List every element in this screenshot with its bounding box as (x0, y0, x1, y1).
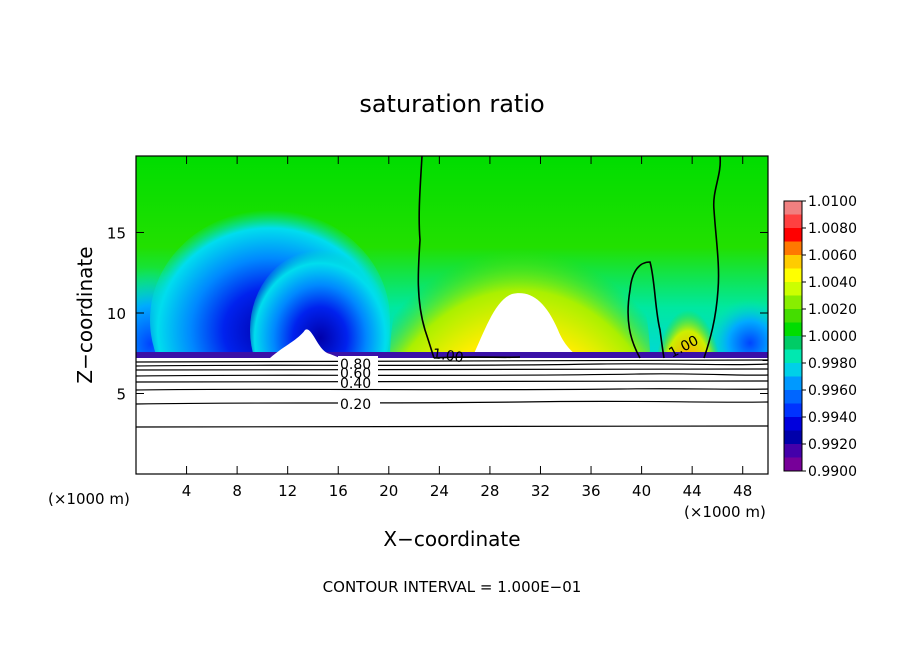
colorbar-swatch (784, 255, 802, 269)
low-region-center2 (250, 250, 390, 358)
colorbar-swatch (784, 417, 802, 431)
x-tick-label: 32 (531, 482, 550, 500)
contour-label-0.40: 0.40 (340, 376, 371, 392)
x-tick-label: 48 (733, 482, 752, 500)
edge-bumps (270, 329, 340, 358)
colorbar-tick-label: 1.0000 (808, 329, 857, 345)
contour-0.60 (135, 368, 769, 371)
x-tick-label: 40 (632, 482, 651, 500)
low-region-right (710, 295, 768, 358)
colorbar-swatch (784, 336, 802, 350)
colorbar-swatch (784, 214, 802, 229)
colorbar-swatch (784, 241, 802, 256)
contour-label-0.60: 0.60 (340, 366, 371, 382)
y-tick-label: 10 (107, 305, 126, 323)
contour-0.30 (135, 388, 769, 391)
x-unit-right: (×1000 m) (684, 503, 766, 521)
contour-0.40 (135, 380, 769, 383)
x-tick-label: 8 (232, 482, 242, 500)
contour-0.70 (135, 363, 769, 367)
colorbar-tick-label: 1.0020 (808, 302, 857, 318)
y-tick-label: 5 (116, 385, 126, 403)
colorbar-swatch (784, 201, 802, 215)
colorbar-swatch (784, 268, 802, 283)
supersaturated-core (472, 293, 580, 358)
plot-area: 1.00 1.00 0.80 0.60 0.40 0.20 4 8 12 16 20 24… (107, 155, 769, 500)
colorbar-tick-label: 0.9960 (808, 383, 857, 399)
colorbar-swatch (784, 363, 802, 377)
contour-label-1.00-left: 1.00 (431, 346, 464, 366)
colorbar-tick-label: 1.0080 (808, 221, 857, 237)
high-region-center (390, 178, 650, 358)
contour-lines (417, 155, 722, 359)
x-tick-label: 12 (278, 482, 297, 500)
colorbar-swatch (784, 376, 802, 391)
x-tick-label: 20 (379, 482, 398, 500)
colorbar-swatch (784, 349, 802, 364)
contour-0.20 (135, 400, 769, 405)
contour-interval-note: CONTOUR INTERVAL = 1.000E−01 (323, 578, 582, 596)
y-ticks: 5 10 15 (107, 224, 768, 403)
contour-0.50 (135, 373, 769, 377)
colorbar-tick-label: 0.9940 (808, 410, 857, 426)
x-tick-label: 36 (581, 482, 600, 500)
colorbar-swatch (784, 322, 802, 337)
colorbar-tick-label: 0.9900 (808, 464, 857, 480)
colorbar-swatch (784, 282, 802, 296)
colorbar-tick-label: 0.9920 (808, 437, 857, 453)
x-tick-label: 4 (182, 482, 192, 500)
x-tick-label: 24 (430, 482, 449, 500)
colorbar-tick-label: 1.0100 (808, 194, 857, 210)
colorbar-tick-label: 1.0060 (808, 248, 857, 264)
bottom-edge (136, 352, 768, 358)
x-tick-label: 16 (329, 482, 348, 500)
y-tick-label: 15 (107, 224, 126, 242)
contour-label-0.20: 0.20 (340, 397, 371, 413)
contour-1.00-left (417, 155, 435, 359)
colorbar-swatch (784, 444, 802, 458)
x-axis-title: X−coordinate (383, 527, 520, 551)
colorbar: 1.0100 1.0080 1.0060 1.0040 1.0020 1.0000 0.99… (783, 194, 857, 480)
x-unit-left: (×1000 m) (48, 490, 130, 508)
x-tick-label: 44 (683, 482, 702, 500)
colorbar-swatch (784, 309, 802, 323)
contour-0.10 (135, 425, 769, 428)
plot-frame (135, 155, 769, 475)
contour-1.00-bottom (433, 356, 521, 359)
y-axis-title: Z−coordinate (73, 246, 97, 383)
contour-1.00-right-b (703, 155, 722, 359)
chart-title: saturation ratio (359, 90, 544, 118)
colorbar-swatch (784, 430, 802, 445)
contour-label-0.80: 0.80 (340, 357, 371, 373)
colorbar-swatch (784, 457, 802, 472)
colorbar-swatch (784, 295, 802, 310)
x-ticks: 4 8 12 16 20 24 28 32 36 40 44 48 (182, 156, 752, 500)
colorbar-tick-label: 0.9980 (808, 356, 857, 372)
lower-region (136, 358, 768, 474)
saturation-field (136, 156, 768, 358)
contour-0.80 (135, 359, 769, 363)
lower-contours (135, 359, 769, 428)
colorbar-swatch (784, 228, 802, 242)
colorbar-tick-label: 1.0040 (808, 275, 857, 291)
contour-1.00-right-a (627, 261, 665, 359)
colorbar-swatch (784, 390, 802, 404)
high-region-right (658, 275, 718, 358)
x-tick-label: 28 (480, 482, 499, 500)
colorbar-swatch (784, 403, 802, 418)
